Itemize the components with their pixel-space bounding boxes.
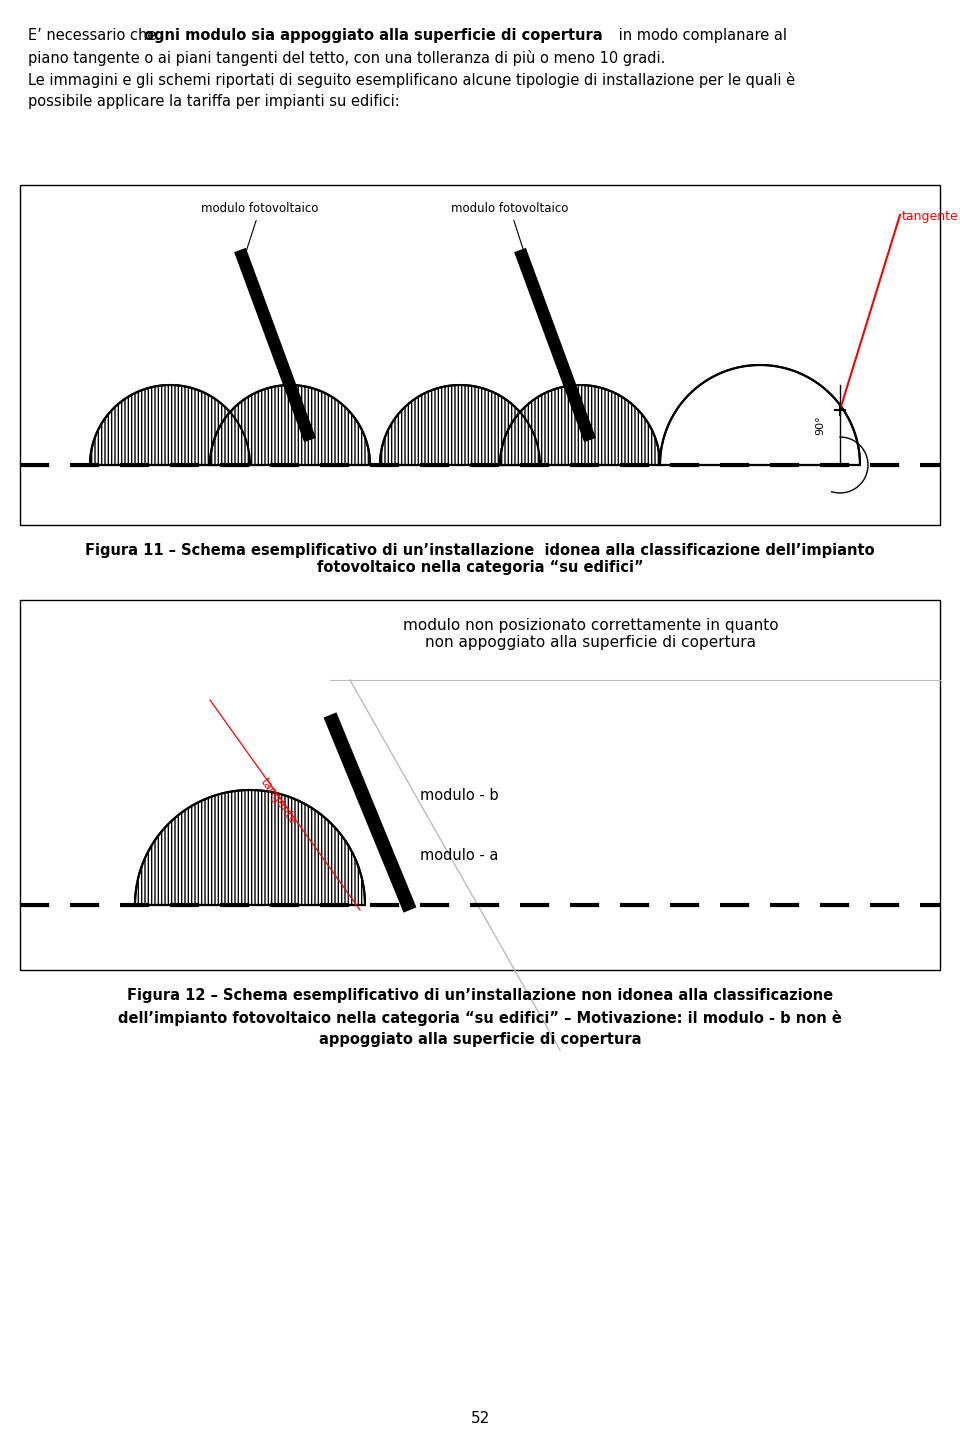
Text: piano tangente o ai piani tangenti del tetto, con una tolleranza di più o meno 1: piano tangente o ai piani tangenti del t… [28,49,665,65]
Text: tangente: tangente [902,210,959,223]
Text: modulo - b: modulo - b [420,788,498,802]
Text: modulo - a: modulo - a [420,847,498,862]
Text: 90°: 90° [815,415,825,435]
Text: modulo fotovoltaico: modulo fotovoltaico [451,202,568,252]
Text: 52: 52 [470,1410,490,1426]
Text: appoggiato alla superficie di copertura: appoggiato alla superficie di copertura [319,1032,641,1048]
Text: dell’impianto fotovoltaico nella categoria “su edifici” – Motivazione: il modulo: dell’impianto fotovoltaico nella categor… [118,1010,842,1026]
Text: Le immagini e gli schemi riportati di seguito esemplificano alcune tipologie di : Le immagini e gli schemi riportati di se… [28,73,795,89]
Polygon shape [90,385,250,464]
Bar [20,184,940,525]
Polygon shape [660,366,860,464]
Polygon shape [380,385,540,464]
Text: Figura 11 – Schema esemplificativo di un’installazione  idonea alla classificazi: Figura 11 – Schema esemplificativo di un… [85,543,875,576]
Polygon shape [135,789,365,905]
Text: tangente: tangente [257,776,300,827]
Text: modulo non posizionato correttamente in quanto
non appoggiato alla superficie di: modulo non posizionato correttamente in … [402,618,779,650]
Polygon shape [500,385,660,464]
Polygon shape [210,385,370,464]
Text: ogni modulo sia appoggiato alla superficie di copertura: ogni modulo sia appoggiato alla superfic… [144,28,603,44]
Text: in modo complanare al: in modo complanare al [614,28,787,44]
Text: E’ necessario che: E’ necessario che [28,28,161,44]
Text: possibile applicare la tariffa per impianti su edifici:: possibile applicare la tariffa per impia… [28,94,399,109]
Bar [20,601,940,971]
Text: modulo fotovoltaico: modulo fotovoltaico [202,202,319,252]
Text: Figura 12 – Schema esemplificativo di un’installazione non idonea alla classific: Figura 12 – Schema esemplificativo di un… [127,988,833,1003]
